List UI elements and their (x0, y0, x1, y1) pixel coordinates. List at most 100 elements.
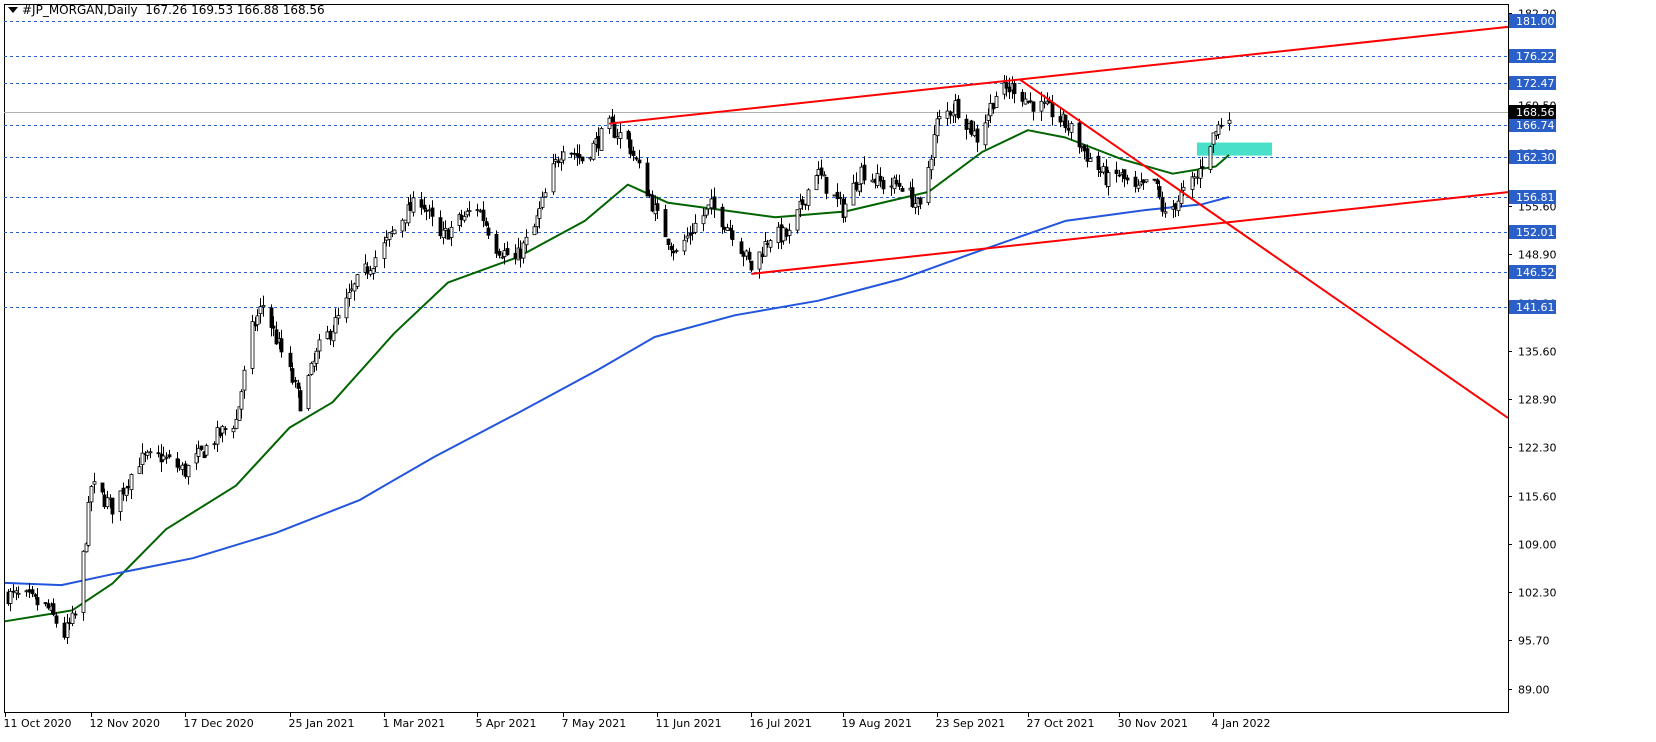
candle (1063, 114, 1068, 133)
candle-body (932, 134, 937, 158)
candle-body (682, 239, 687, 252)
candle-body (419, 199, 424, 208)
candle (913, 195, 918, 215)
candle (403, 219, 408, 232)
candle (234, 409, 239, 430)
candle (900, 185, 905, 192)
candle (972, 121, 977, 138)
candle-body (540, 196, 545, 208)
candle (481, 201, 486, 228)
candle-body (588, 157, 593, 160)
candle (521, 240, 526, 264)
candle (588, 156, 593, 162)
candle (271, 316, 276, 337)
candle-body (666, 238, 671, 245)
candle (223, 426, 228, 436)
candle-body (494, 234, 499, 254)
candle (371, 267, 376, 280)
candle (486, 223, 491, 240)
trendline-3[interactable] (1019, 78, 1508, 419)
candle (261, 295, 266, 317)
candle (806, 188, 811, 211)
candle-body (637, 159, 642, 164)
candle-body (124, 487, 129, 497)
candle-body (913, 203, 918, 208)
candle-body (105, 497, 110, 508)
candle (975, 124, 980, 153)
candle (309, 361, 314, 376)
candle-body (161, 455, 166, 461)
candle-body (65, 622, 70, 638)
x-tick-label: 4 Jan 2022 (1212, 717, 1271, 730)
candle-body (1141, 179, 1146, 184)
candle-body (250, 321, 255, 369)
candle (814, 174, 819, 191)
candle (795, 209, 800, 234)
candle (776, 221, 781, 249)
candle-body (199, 445, 204, 450)
candle (336, 307, 341, 325)
candle (881, 176, 886, 195)
candle (851, 174, 856, 206)
plot-area[interactable] (4, 21, 1508, 644)
candle (392, 229, 397, 235)
symbol-label: #JP_MORGAN,Daily (22, 3, 138, 17)
x-tick-label: 27 Oct 2021 (1027, 717, 1095, 730)
candle (964, 114, 969, 140)
candle-body (347, 292, 352, 299)
candle (749, 260, 754, 273)
highlight-zone[interactable] (1196, 142, 1273, 156)
candle (86, 496, 91, 547)
trendline-1[interactable] (608, 25, 1508, 125)
candle-body (929, 158, 934, 171)
level-price-label: 156.81 (1516, 191, 1555, 204)
candle-body (591, 142, 596, 160)
candle-body (11, 590, 16, 593)
candle-body (1028, 100, 1033, 103)
candle-body (655, 203, 660, 211)
candle-body (1031, 101, 1036, 112)
candle-body (956, 98, 961, 119)
candle (757, 251, 762, 279)
candle (948, 110, 953, 124)
candle (1208, 145, 1213, 174)
candle-body (24, 590, 29, 593)
candle (835, 183, 840, 208)
candle-body (484, 221, 489, 226)
candle-body (223, 428, 228, 430)
candle-body (897, 182, 902, 187)
candle (465, 208, 470, 218)
candle (293, 377, 298, 388)
candle-body (239, 391, 244, 410)
candle-body (475, 209, 480, 211)
candle (406, 196, 411, 227)
candle (24, 589, 29, 597)
y-tick-label: 115.60 (1518, 491, 1557, 504)
candle (258, 298, 263, 324)
candle (30, 585, 35, 598)
candle-body (532, 226, 537, 236)
candle-body (331, 331, 336, 342)
trendline-2[interactable] (751, 191, 1508, 275)
x-tick-label: 23 Sep 2021 (936, 717, 1006, 730)
candle-body (1136, 184, 1141, 189)
candle (400, 218, 405, 238)
candle (497, 248, 502, 259)
candle (54, 612, 59, 628)
candle-body (776, 226, 781, 244)
candle-body (140, 452, 145, 466)
candle (615, 128, 620, 145)
candle (212, 441, 217, 450)
candle-body (838, 196, 843, 199)
candle-body (505, 248, 510, 256)
candle-body (46, 603, 51, 609)
candle (70, 605, 75, 627)
dropdown-triangle-icon[interactable] (8, 7, 18, 13)
candle (983, 114, 988, 150)
candle-body (822, 174, 827, 177)
candle-body (768, 240, 773, 248)
candle (787, 223, 792, 244)
candle-body (674, 249, 679, 252)
candle (709, 189, 714, 215)
